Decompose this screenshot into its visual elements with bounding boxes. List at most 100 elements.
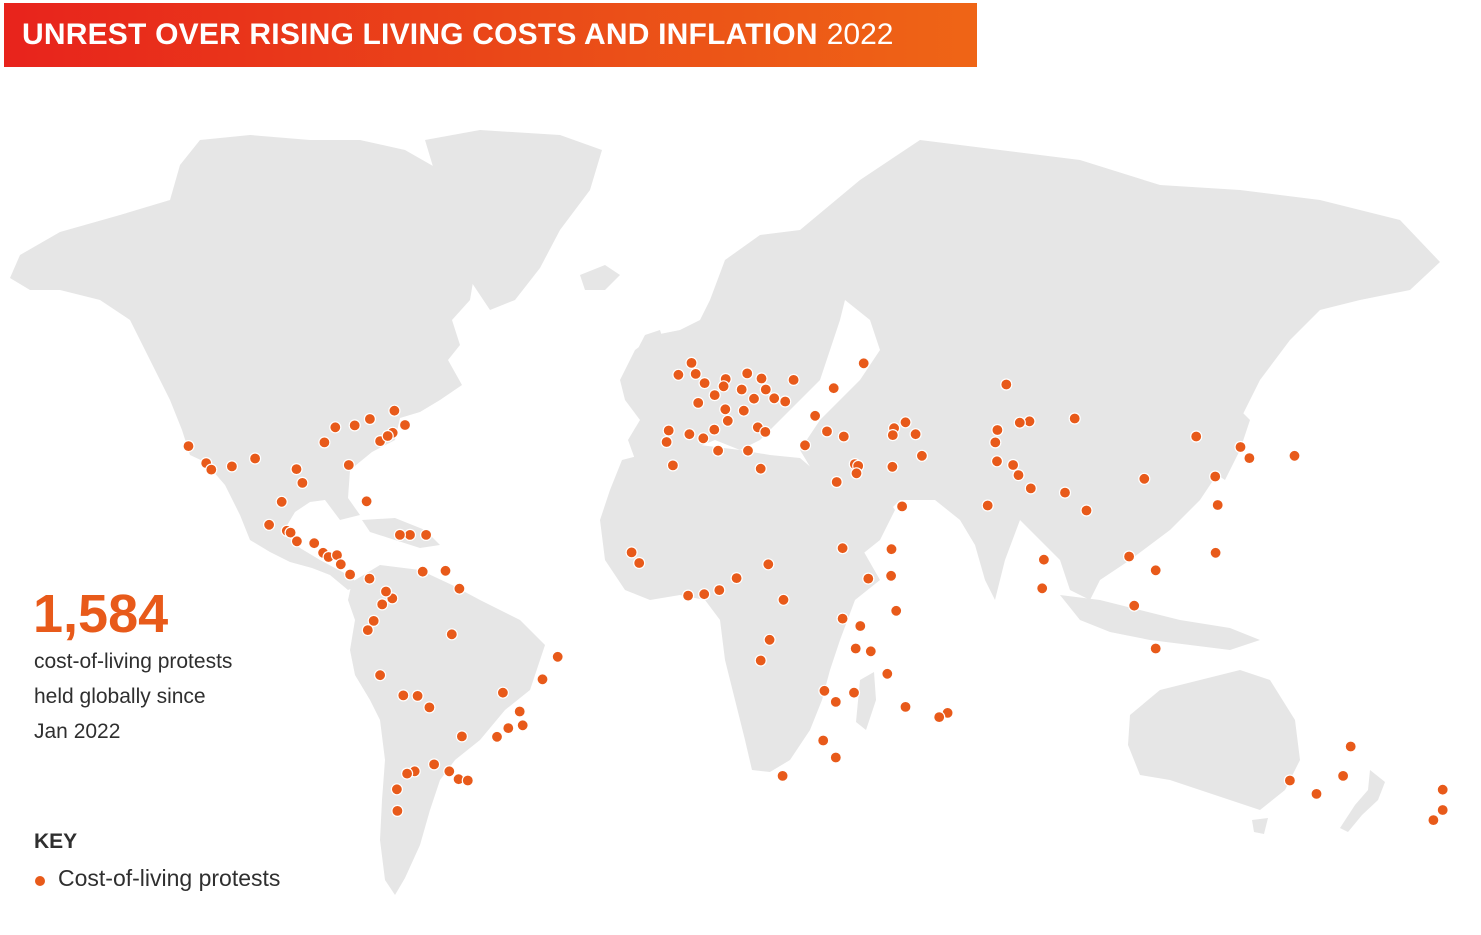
protest-dot bbox=[342, 458, 355, 472]
protest-dot bbox=[909, 428, 922, 441]
protest-dot bbox=[1128, 599, 1141, 612]
title-banner: UNREST OVER RISING LIVING COSTS AND INFL… bbox=[4, 3, 977, 67]
protest-dot bbox=[1037, 553, 1051, 566]
protest-dot bbox=[717, 380, 730, 393]
protest-dot bbox=[308, 537, 321, 550]
protest-dot bbox=[850, 467, 863, 480]
protest-dot bbox=[847, 686, 861, 699]
protest-dot bbox=[513, 705, 526, 718]
protest-dot bbox=[741, 444, 755, 457]
protest-dot bbox=[496, 686, 509, 699]
protest-dot bbox=[205, 463, 218, 476]
protest-dot bbox=[348, 419, 361, 432]
protest-dot bbox=[318, 436, 331, 449]
protest-dot bbox=[830, 475, 843, 489]
protest-dot bbox=[445, 628, 458, 641]
protest-dot bbox=[1209, 546, 1222, 559]
indonesia-land bbox=[1060, 595, 1260, 650]
protest-dot bbox=[376, 598, 389, 611]
protest-dot bbox=[829, 751, 842, 764]
map-year: 2022 bbox=[826, 18, 894, 51]
protest-dot bbox=[776, 769, 789, 783]
protest-dot bbox=[296, 476, 309, 489]
protest-dot bbox=[428, 758, 441, 771]
protest-dot bbox=[837, 430, 850, 443]
protest-count: 1,584 bbox=[33, 584, 169, 644]
protest-dot bbox=[849, 642, 862, 655]
protest-dot bbox=[403, 528, 417, 542]
protest-dot bbox=[502, 721, 515, 735]
protest-dot bbox=[915, 449, 929, 462]
protest-dot bbox=[182, 440, 195, 453]
protest-dot bbox=[453, 582, 466, 595]
protest-dot bbox=[895, 500, 909, 513]
key-label: Cost-of-living protests bbox=[58, 865, 281, 891]
protest-dot bbox=[633, 556, 646, 570]
protest-dot bbox=[808, 409, 822, 422]
new-zealand-land bbox=[1340, 770, 1385, 832]
protest-dot bbox=[290, 535, 303, 548]
protest-dot bbox=[536, 673, 549, 686]
protest-dot bbox=[864, 645, 877, 658]
protest-dot bbox=[730, 571, 743, 585]
protest-dot bbox=[777, 593, 790, 606]
protest-dot bbox=[1336, 769, 1350, 783]
protest-dot bbox=[1013, 416, 1026, 429]
key-title: KEY bbox=[34, 830, 78, 853]
protest-dot bbox=[981, 499, 994, 512]
protest-dot bbox=[798, 439, 812, 452]
protest-dot bbox=[683, 428, 696, 441]
protest-dot bbox=[393, 528, 406, 542]
protest-dot bbox=[411, 689, 424, 703]
protest-dot bbox=[1211, 498, 1224, 512]
protest-dot bbox=[1436, 803, 1449, 817]
protest-dot bbox=[697, 432, 710, 445]
protest-dot bbox=[890, 604, 903, 617]
protest-dot bbox=[787, 373, 800, 386]
protest-dot bbox=[361, 623, 374, 637]
japan-land bbox=[1210, 410, 1250, 480]
protest-dot bbox=[1036, 582, 1049, 595]
protest-dot bbox=[737, 404, 750, 417]
greenland-land bbox=[425, 130, 602, 310]
protest-dot bbox=[755, 372, 768, 385]
protest-dot bbox=[820, 425, 834, 438]
protest-dot bbox=[1427, 813, 1440, 827]
protest-dot bbox=[367, 614, 380, 628]
protest-dot bbox=[886, 460, 899, 473]
protest-dot bbox=[735, 383, 748, 396]
protest-dot bbox=[989, 436, 1002, 449]
protest-dot bbox=[857, 357, 870, 370]
protest-dot bbox=[381, 429, 394, 443]
protest-dot bbox=[886, 429, 899, 442]
protest-dot bbox=[1149, 642, 1162, 655]
protest-dot bbox=[768, 392, 781, 405]
protest-dot bbox=[423, 701, 436, 714]
protest-dot bbox=[1310, 787, 1323, 801]
protest-dot bbox=[862, 572, 875, 585]
protest-dot bbox=[455, 730, 468, 743]
protest-dot bbox=[681, 589, 695, 602]
protest-dot bbox=[329, 421, 342, 434]
protest-dot bbox=[827, 382, 840, 395]
uk-land bbox=[632, 330, 668, 380]
protest-dot bbox=[685, 356, 698, 369]
protest-dot bbox=[290, 463, 303, 476]
protest-dot bbox=[1006, 458, 1020, 472]
protest-dot bbox=[1080, 504, 1093, 517]
protest-dot bbox=[516, 719, 529, 732]
protest-dot bbox=[398, 418, 412, 432]
protest-dot bbox=[836, 612, 849, 625]
protest-dot bbox=[249, 452, 262, 465]
protest-dots bbox=[182, 356, 1449, 827]
protest-dot bbox=[1190, 430, 1203, 443]
protest-dot bbox=[933, 710, 946, 724]
stat-description-line-2: held globally since bbox=[34, 685, 206, 708]
protest-dot bbox=[551, 650, 564, 663]
protest-dot bbox=[747, 392, 761, 405]
protest-dot bbox=[443, 765, 456, 778]
protest-dot bbox=[374, 669, 387, 682]
protest-dot bbox=[779, 395, 792, 408]
protest-dot bbox=[490, 730, 504, 743]
protest-dot bbox=[884, 569, 898, 582]
